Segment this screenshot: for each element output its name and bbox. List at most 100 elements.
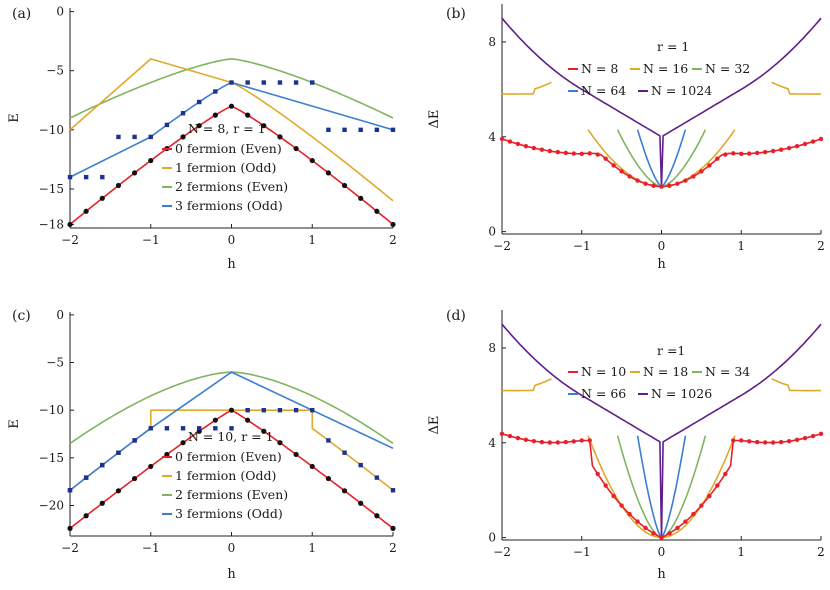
x-tick-label: −2: [493, 545, 511, 559]
data-point: [507, 139, 513, 144]
data-point: [603, 483, 608, 488]
data-point: [213, 89, 218, 94]
data-point: [587, 151, 592, 156]
panel-label: (b): [446, 6, 466, 22]
data-point: [627, 511, 632, 517]
data-point: [116, 450, 121, 455]
data-point: [228, 407, 235, 413]
data-point: [196, 123, 202, 129]
data-point: [374, 127, 380, 133]
data-point: [802, 435, 808, 441]
chart-title: N = 10, r = 1: [188, 429, 274, 444]
data-point: [293, 407, 299, 413]
data-point: [293, 145, 299, 152]
data-point: [341, 182, 348, 189]
data-point: [67, 488, 73, 493]
data-point: [115, 182, 122, 189]
data-point: [651, 183, 656, 188]
data-point: [180, 426, 186, 431]
data-point: [499, 431, 505, 436]
y-axis-label: ΔE: [427, 416, 442, 435]
data-point: [723, 152, 728, 157]
data-point: [555, 149, 561, 155]
data-point: [539, 147, 545, 152]
legend-entry: N = 8: [581, 61, 618, 76]
data-point: [358, 462, 363, 468]
y-tick-label: −10: [39, 123, 64, 137]
data-point: [571, 439, 576, 444]
series-n-16-line: [502, 81, 552, 95]
y-tick-label: −18: [39, 217, 64, 231]
y-tick-label: −15: [39, 451, 64, 465]
legend-entry: N = 10: [581, 364, 626, 379]
chart-title: N = 8, r = 1: [188, 121, 266, 136]
y-tick-label: 4: [488, 130, 496, 144]
y-tick-label: 4: [488, 436, 496, 450]
data-point: [667, 531, 672, 536]
data-point: [132, 170, 138, 176]
legend-entry: 2 fermions (Even): [175, 179, 288, 194]
data-point: [277, 407, 283, 413]
series-3-fermions-odd--line: [69, 81, 394, 178]
panel-label: (c): [12, 308, 31, 324]
data-point: [67, 525, 73, 531]
data-point: [683, 178, 688, 183]
data-point: [515, 141, 521, 147]
data-point: [611, 163, 616, 168]
data-point: [595, 152, 600, 157]
panel-label: (a): [12, 6, 31, 22]
legend-entry: N = 16: [643, 61, 688, 76]
data-point: [261, 407, 266, 413]
data-point: [83, 208, 89, 214]
data-point: [643, 181, 648, 186]
data-point: [683, 519, 688, 524]
data-point: [691, 511, 696, 517]
data-point: [67, 221, 73, 228]
data-point: [309, 463, 315, 470]
data-point: [164, 122, 170, 128]
data-point: [643, 525, 648, 531]
y-tick-label: 8: [488, 341, 496, 355]
x-tick-label: 0: [228, 233, 236, 247]
data-point: [499, 136, 505, 142]
data-point: [245, 112, 251, 118]
data-point: [547, 440, 553, 445]
legend-entry: 1 fermion (Odd): [175, 160, 276, 175]
series-n-16-line: [771, 81, 821, 95]
data-point: [100, 174, 105, 180]
data-point: [563, 439, 568, 445]
x-tick-label: 1: [737, 545, 745, 559]
data-point: [132, 438, 137, 443]
data-point: [390, 221, 396, 228]
data-point: [611, 493, 616, 499]
data-point: [197, 99, 202, 105]
x-tick-label: −1: [142, 233, 160, 247]
series-1-fermion-odd--line: [69, 58, 394, 202]
data-point: [770, 440, 776, 445]
x-tick-label: 2: [389, 233, 397, 247]
panel-c: −2 −1 0 1 20−5−10−15−20(c)hEN = 10, r = 10 f…: [7, 308, 397, 582]
data-point: [148, 134, 153, 140]
legend-entry: 2 fermions (Even): [175, 487, 288, 502]
data-point: [715, 483, 720, 488]
legend-entry: N = 1026: [651, 386, 712, 401]
x-axis-label: h: [657, 257, 666, 272]
x-tick-label: 2: [389, 541, 397, 555]
legend-entry: N = 18: [643, 364, 688, 379]
data-point: [164, 426, 170, 431]
data-point: [539, 439, 545, 445]
data-point: [212, 112, 218, 118]
data-point: [229, 426, 234, 431]
data-point: [148, 463, 154, 470]
data-point: [770, 148, 776, 154]
x-axis-label: h: [227, 257, 236, 272]
data-point: [341, 488, 348, 494]
data-point: [786, 145, 792, 151]
data-point: [390, 525, 396, 531]
data-point: [390, 488, 396, 493]
data-point: [739, 438, 744, 443]
data-point: [762, 440, 768, 445]
data-point: [619, 503, 624, 508]
data-point: [523, 437, 529, 443]
panel-a: −2 −1 0 1 20−5−10−15−18(a)hEN = 8, r = 10 fe…: [7, 5, 397, 272]
